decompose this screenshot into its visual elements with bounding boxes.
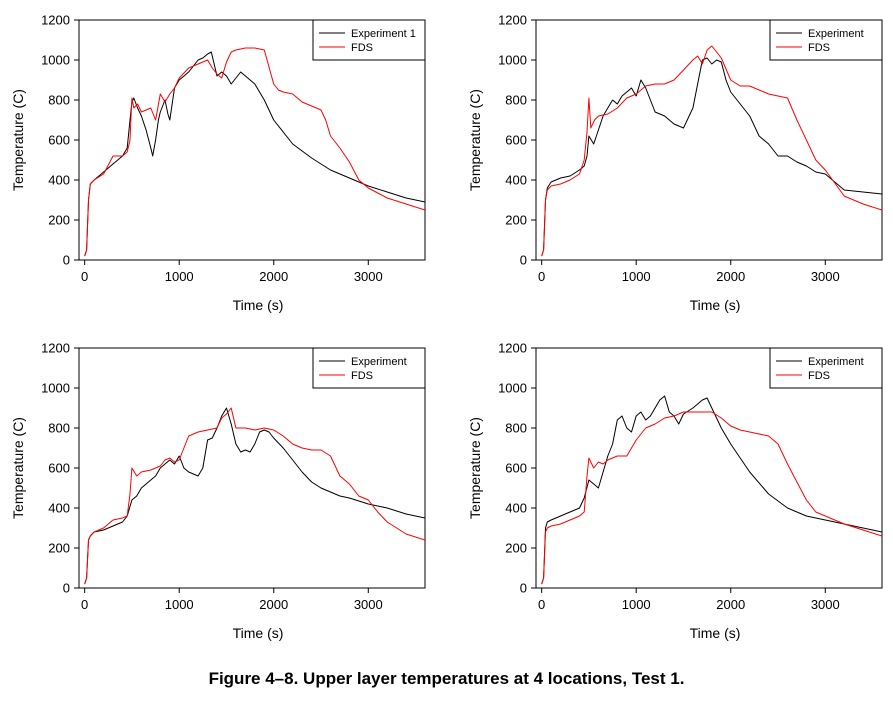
chart-panel-3: 0 200 400 600 800 1000 1200 0 1000 2000 3000 Time (…: [0, 328, 440, 648]
y-tick-label: 1000: [41, 53, 70, 68]
series-line-experiment: [84, 51, 425, 257]
legend-entry: FDS: [808, 370, 830, 382]
chart-panel-1: 0 200 400 600 800 1000 1200 0 1000 2000 3000 Time (…: [0, 0, 440, 320]
line-chart-2: 0 200 400 600 800 1000 1200 0 1000 2000 3000 Time (…: [467, 13, 883, 313]
line-chart-3: 0 200 400 600 800 1000 1200 0 1000 2000 3000 Time (…: [10, 341, 426, 641]
series-line-fds: [84, 407, 425, 585]
x-tick-label: 1000: [165, 269, 194, 284]
y-tick-label: 600: [48, 461, 70, 476]
y-axis-label: Temperature (C): [10, 417, 26, 519]
legend: Experiment FDS: [769, 347, 883, 389]
y-tick-label: 200: [48, 541, 70, 556]
chart-panel-4: 0 200 400 600 800 1000 1200 0 1000 2000 3000 Time (…: [457, 328, 893, 648]
y-tick-label: 800: [505, 421, 527, 436]
series-line-experiment: [84, 407, 425, 585]
x-tick-label: 3000: [354, 597, 383, 612]
x-tick-label: 3000: [811, 597, 840, 612]
figure-caption: Figure 4–8. Upper layer temperatures at …: [208, 669, 685, 688]
chart-panel-2: 0 200 400 600 800 1000 1200 0 1000 2000 3000 Time (…: [457, 0, 893, 320]
series-line-experiment: [541, 395, 882, 585]
legend-entry: FDS: [808, 42, 830, 54]
y-tick-label: 1200: [41, 341, 70, 356]
x-tick-label: 0: [538, 269, 545, 284]
x-axis-label: Time (s): [690, 297, 741, 313]
legend-entry: FDS: [351, 42, 373, 54]
y-tick-label: 200: [48, 213, 70, 228]
x-tick-label: 0: [81, 269, 88, 284]
x-tick-label: 2000: [259, 269, 288, 284]
x-tick-label: 1000: [165, 597, 194, 612]
legend-entry: Experiment: [808, 356, 864, 368]
x-tick-label: 0: [538, 597, 545, 612]
y-tick-label: 200: [505, 213, 527, 228]
y-tick-label: 600: [505, 133, 527, 148]
legend-entry: FDS: [351, 370, 373, 382]
y-axis-label: Temperature (C): [467, 89, 483, 191]
y-tick-label: 800: [48, 93, 70, 108]
y-tick-label: 0: [520, 581, 527, 596]
legend-entry: Experiment 1: [351, 28, 416, 40]
legend-entry: Experiment: [351, 356, 407, 368]
x-tick-label: 2000: [259, 597, 288, 612]
legend: Experiment FDS: [769, 19, 883, 61]
y-tick-label: 400: [48, 173, 70, 188]
legend-box: [312, 347, 426, 389]
y-axis-label: Temperature (C): [10, 89, 26, 191]
legend: Experiment FDS: [312, 347, 426, 389]
x-axis-label: Time (s): [233, 297, 284, 313]
x-tick-label: 3000: [811, 269, 840, 284]
y-tick-label: 400: [505, 173, 527, 188]
line-chart-4: 0 200 400 600 800 1000 1200 0 1000 2000 3000 Time (…: [467, 341, 883, 641]
legend-box: [769, 347, 883, 389]
y-tick-label: 0: [520, 253, 527, 268]
y-tick-label: 1000: [498, 381, 527, 396]
x-tick-label: 1000: [622, 269, 651, 284]
y-tick-label: 600: [48, 133, 70, 148]
y-tick-label: 1200: [41, 13, 70, 28]
y-tick-label: 1200: [498, 13, 527, 28]
y-tick-label: 200: [505, 541, 527, 556]
series-line-experiment: [541, 57, 882, 257]
legend: Experiment 1 FDS: [312, 19, 426, 61]
y-tick-label: 600: [505, 461, 527, 476]
line-chart-1: 0 200 400 600 800 1000 1200 0 1000 2000 3000 Time (…: [10, 13, 426, 313]
series-line-fds: [541, 45, 882, 257]
y-tick-label: 800: [505, 93, 527, 108]
y-tick-label: 0: [63, 581, 70, 596]
y-tick-label: 0: [63, 253, 70, 268]
x-axis-label: Time (s): [690, 625, 741, 641]
series-line-fds: [541, 411, 882, 585]
y-tick-label: 400: [48, 501, 70, 516]
y-tick-label: 800: [48, 421, 70, 436]
y-axis-label: Temperature (C): [467, 417, 483, 519]
x-tick-label: 2000: [716, 597, 745, 612]
legend-entry: Experiment: [808, 28, 864, 40]
y-tick-label: 1200: [498, 341, 527, 356]
legend-box: [312, 19, 426, 61]
y-tick-label: 400: [505, 501, 527, 516]
series-line-fds: [84, 47, 425, 257]
y-tick-label: 1000: [498, 53, 527, 68]
x-tick-label: 2000: [716, 269, 745, 284]
x-axis-label: Time (s): [233, 625, 284, 641]
x-tick-label: 1000: [622, 597, 651, 612]
y-tick-label: 1000: [41, 381, 70, 396]
x-tick-label: 0: [81, 597, 88, 612]
x-tick-label: 3000: [354, 269, 383, 284]
legend-box: [769, 19, 883, 61]
